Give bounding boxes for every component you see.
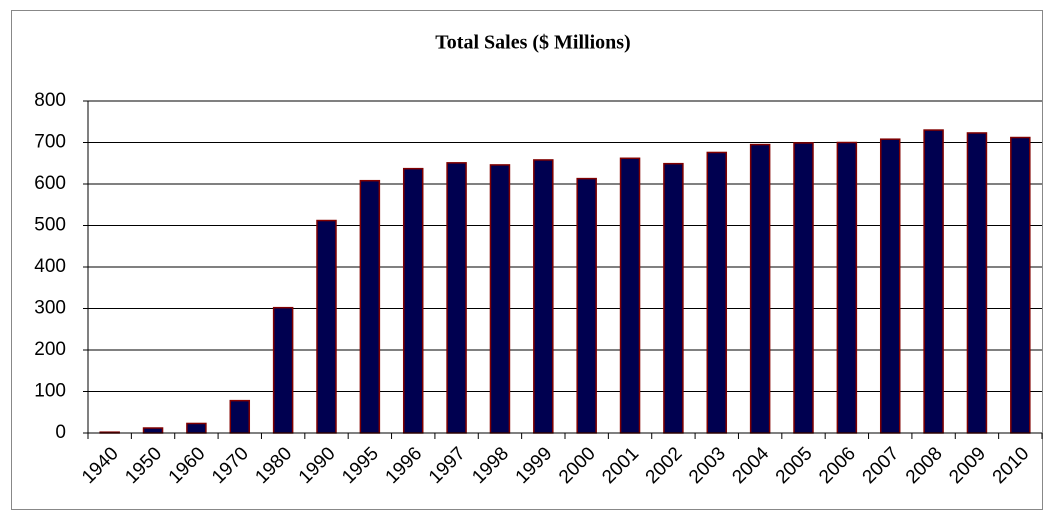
y-tick-label: 200 — [34, 339, 66, 360]
bar — [142, 427, 164, 434]
bar — [576, 177, 597, 434]
bar — [446, 162, 467, 434]
bar — [402, 167, 424, 434]
y-tick-label: 0 — [55, 422, 66, 443]
bar — [966, 132, 988, 434]
bar — [836, 141, 858, 434]
y-tick-label: 400 — [34, 256, 66, 277]
bar — [316, 219, 337, 434]
y-tick-label: 300 — [34, 298, 66, 319]
bar — [923, 129, 944, 434]
bar — [186, 422, 207, 434]
y-tick-label: 600 — [34, 173, 66, 194]
bar — [533, 159, 554, 434]
bar — [1010, 136, 1031, 434]
bar — [879, 138, 901, 434]
bar — [749, 143, 771, 434]
y-tick-label: 100 — [34, 381, 66, 402]
y-tick-label: 700 — [34, 132, 66, 153]
bar — [793, 142, 814, 434]
chart-title: Total Sales ($ Millions) — [435, 32, 630, 54]
bar — [663, 162, 684, 434]
bar — [706, 151, 728, 434]
bar — [359, 179, 381, 434]
chart-frame — [11, 10, 1043, 510]
y-tick-label: 800 — [34, 90, 66, 111]
bar — [272, 306, 294, 434]
y-tick-label: 500 — [34, 215, 66, 236]
bar — [489, 164, 511, 434]
bar — [619, 157, 641, 434]
bar — [229, 399, 251, 434]
